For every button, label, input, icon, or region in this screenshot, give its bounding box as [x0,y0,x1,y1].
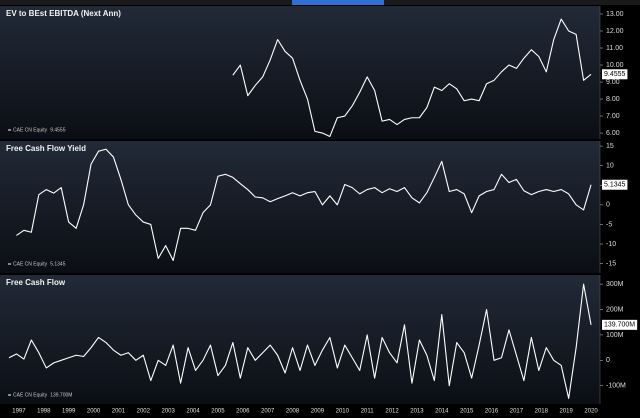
y-tick-label: 15 [606,143,614,150]
x-tick-label: 1997 [12,409,26,415]
series-line [232,18,592,137]
y-tick-label: -5 [606,221,612,228]
panel-title: EV to BEst EBITDA (Next Ann) [6,9,121,18]
x-tick-label: 2010 [336,409,350,415]
last-value-box: 139.700M [602,319,638,330]
x-tick-label: 2012 [385,409,399,415]
x-tick-label: 1999 [62,409,76,415]
last-value-box: 5.1345 [602,179,628,190]
x-tick-label: 2005 [211,409,225,415]
y-tick-label: 300M [606,281,624,288]
x-tick-label: 2016 [485,409,499,415]
series-line [8,283,592,399]
y-tick-label: 200M [606,306,624,313]
last-value-label: 139.700M [604,322,635,329]
y-tick-label: 11.00 [606,45,623,52]
legend-name: CAE CN Equity [13,261,48,267]
y-tick-label: 7.00 [606,113,620,120]
y-tick-label: -10 [606,241,616,248]
x-tick-label: 2009 [311,409,325,415]
x-tick-label: 2006 [236,409,250,415]
y-tick-label: 9.00 [606,79,620,86]
x-tick-label: 2013 [410,409,424,415]
x-tick-label: 2015 [460,409,474,415]
legend-name: CAE CN Equity [13,127,48,133]
x-tick-label: 2011 [361,409,375,415]
panel-background [0,141,600,273]
x-tick-label: 2017 [510,409,524,415]
x-tick-label: 2014 [435,409,449,415]
x-tick-label: 2000 [87,409,101,415]
panel-title: Free Cash Flow Yield [6,144,86,153]
x-tick-label: 2007 [261,409,275,415]
legend-name: CAE CN Equity [13,392,48,398]
x-tick-label: 2001 [112,409,126,415]
legend-value: 5.1345 [50,261,66,267]
y-tick-label: 0 [606,357,610,364]
x-tick-label: 2018 [535,409,549,415]
series-line [16,148,592,262]
x-tick-label: 2004 [186,409,200,415]
panel-title: Free Cash Flow [6,278,66,287]
y-tick-label: -15 [606,260,616,267]
panels: EV to BEst EBITDA (Next Ann) 13.00 12.00 11… [0,6,638,415]
last-value-box: 9.4555 [602,69,628,80]
y-tick-label: -100M [606,383,626,390]
panel-background [0,275,600,404]
legend-value: 9.4555 [50,127,66,133]
x-tick-label: 2020 [584,409,598,415]
y-tick-label: 100M [606,332,624,339]
x-tick-label: 2002 [137,409,151,415]
x-tick-label: 1998 [37,409,51,415]
y-tick-label: 12.00 [606,28,624,35]
x-tick-label: 2003 [161,409,175,415]
y-tick-label: 10.00 [606,62,624,69]
y-tick-label: 0 [606,202,610,209]
x-tick-label: 2019 [559,409,573,415]
panel-background [0,6,600,139]
last-value-label: 5.1345 [604,182,626,189]
last-value-box-bg [602,69,628,80]
legend-value: 139.700M [50,392,72,398]
y-tick-label: 8.00 [606,96,620,103]
y-tick-label: 13.00 [606,11,624,18]
x-tick-label: 2008 [286,409,300,415]
last-value-box-bg [602,319,638,330]
last-value-box-bg [602,179,628,190]
y-tick-label: 10 [606,163,614,170]
y-tick-label: 6.00 [606,130,620,137]
toolbar-tab[interactable] [292,0,384,5]
last-value-label: 9.4555 [604,71,626,78]
